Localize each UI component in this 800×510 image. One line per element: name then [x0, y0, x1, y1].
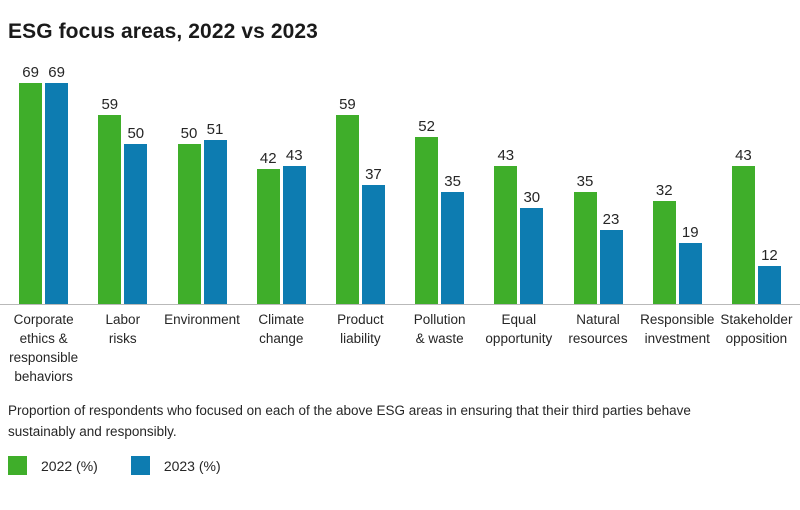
value-label-2023: 51 [206, 121, 224, 138]
bar-group-2023: 37 [361, 166, 385, 304]
chart-caption: Proportion of respondents who focused on… [8, 402, 691, 439]
category-label: Equal opportunity [485, 312, 553, 347]
bar-2023 [361, 185, 385, 304]
value-label-2023: 35 [444, 173, 461, 190]
category-column: 43 12 [717, 57, 796, 304]
category-label: Environment [164, 312, 240, 327]
plot-area: 69 69 59 50 50 51 42 43 59 37 52 35 43 30 35 23 32 19 43 12 [0, 57, 800, 305]
category-label: Corporate ethics & responsible behaviors [9, 312, 79, 385]
legend-item-2022: 2022 (%) [8, 456, 98, 476]
bar-2022 [177, 144, 201, 304]
bar-group-2023: 19 [678, 224, 702, 304]
category-column: 59 37 [321, 57, 400, 304]
bar-group-2023: 69 [45, 64, 69, 304]
bar-2023 [203, 140, 227, 304]
value-label-2022: 43 [735, 147, 752, 164]
value-label-2023: 69 [48, 64, 65, 81]
bar-2023 [757, 266, 781, 304]
bar-chart: 69 69 59 50 50 51 42 43 59 37 52 35 43 30 35 23 32 19 43 12… [0, 57, 800, 387]
value-label-2022: 69 [22, 64, 39, 81]
value-label-2022: 43 [497, 147, 515, 164]
category-column: 52 35 [400, 57, 479, 304]
bar-2023 [520, 208, 544, 304]
value-label-2023: 19 [681, 224, 699, 241]
bar-group-2022: 32 [652, 182, 676, 304]
bar-group-2023: 50 [124, 125, 148, 304]
legend-label-2022: 2022 (%) [41, 457, 98, 474]
bar-group-2022: 52 [415, 118, 439, 304]
category-column: 43 30 [479, 57, 558, 304]
bar-2022 [415, 137, 439, 304]
bar-2022 [256, 169, 280, 304]
value-label-2022: 59 [339, 96, 356, 113]
chart-title: ESG focus areas, 2022 vs 2023 [8, 20, 318, 43]
category-column: 32 19 [638, 57, 717, 304]
bar-2022 [652, 201, 676, 304]
value-label-2023: 23 [602, 211, 620, 228]
legend-swatch-2023 [130, 456, 150, 476]
bar-2023 [45, 83, 69, 304]
value-label-2022: 52 [418, 118, 435, 135]
category-label: Responsible investment [640, 312, 715, 347]
bar-2023 [282, 166, 306, 304]
category-label: Stakeholder opposition [720, 312, 793, 347]
bar-group-2023: 23 [599, 211, 623, 304]
bar-group-2023: 30 [520, 189, 544, 304]
bar-2022 [573, 192, 597, 304]
category-column: 59 50 [83, 57, 162, 304]
bar-2023 [124, 144, 148, 304]
bar-2022 [98, 115, 122, 304]
legend-item-2023: 2023 (%) [130, 456, 221, 476]
value-label-2023: 43 [285, 147, 303, 164]
bar-group-2023: 43 [282, 147, 306, 304]
category-label: Product liability [337, 312, 384, 347]
bar-2022 [731, 166, 755, 304]
bar-group-2022: 35 [573, 173, 597, 304]
category-axis: Corporate ethics & responsible behaviors… [0, 305, 800, 387]
bar-group-2022: 59 [335, 96, 359, 304]
bar-group-2022: 59 [98, 96, 122, 304]
category-column: 35 23 [558, 57, 637, 304]
value-label-2023: 30 [523, 189, 541, 206]
value-label-2022: 35 [576, 173, 594, 190]
value-label-2022: 32 [655, 182, 673, 199]
bar-2022 [494, 166, 518, 304]
category-label: Natural resources [568, 312, 628, 347]
category-label: Labor risks [105, 312, 141, 347]
bar-group-2022: 50 [177, 125, 201, 304]
bar-2023 [678, 243, 702, 304]
bar-group-2022: 43 [731, 147, 755, 304]
bar-2022 [19, 83, 43, 304]
value-label-2022: 59 [101, 96, 119, 113]
value-label-2023: 37 [365, 166, 382, 183]
bar-group-2022: 43 [494, 147, 518, 304]
bar-group-2023: 12 [757, 247, 781, 304]
bar-2022 [335, 115, 359, 304]
legend-swatch-2022 [8, 456, 27, 476]
category-label: Pollution & waste [413, 312, 466, 347]
value-label-2023: 50 [127, 125, 145, 142]
bar-group-2023: 51 [203, 121, 227, 304]
bar-2023 [441, 192, 465, 304]
category-column: 50 51 [162, 57, 241, 304]
bar-group-2023: 35 [441, 173, 465, 304]
category-column: 69 69 [4, 57, 83, 304]
bar-2023 [599, 230, 623, 304]
bar-group-2022: 42 [256, 150, 280, 304]
legend: 2022 (%) 2023 (%) [8, 456, 800, 476]
value-label-2022: 50 [180, 125, 198, 142]
value-label-2022: 42 [259, 150, 277, 167]
legend-label-2023: 2023 (%) [163, 457, 221, 474]
category-label: Climate change [258, 312, 305, 347]
category-column: 42 43 [242, 57, 321, 304]
value-label-2023: 12 [761, 247, 778, 264]
bar-group-2022: 69 [19, 64, 43, 304]
